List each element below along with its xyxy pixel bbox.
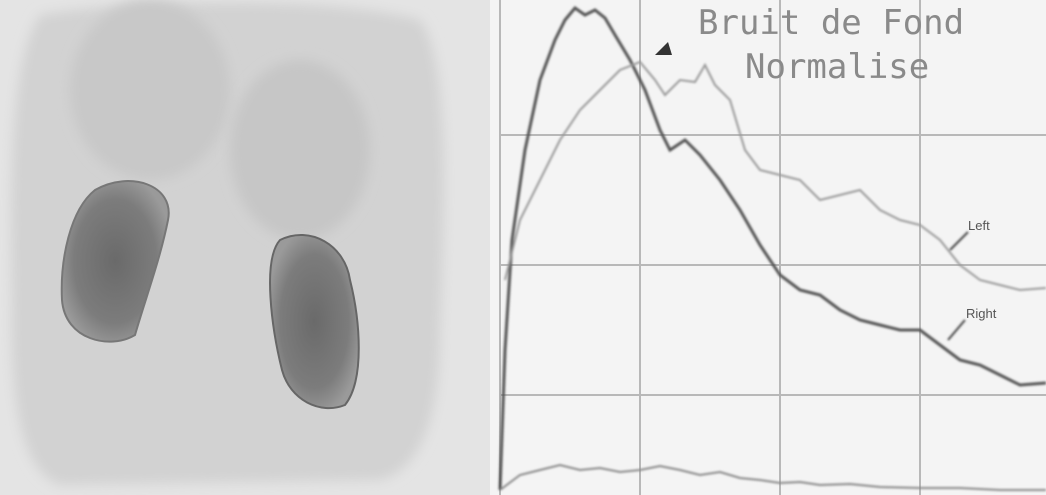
title-line1: Bruit de Fond: [698, 3, 964, 43]
tissue: [70, 0, 230, 180]
curve-label-left: Left: [968, 218, 990, 233]
page: Bruit de Fond Normalise Left Right (() =…: [0, 0, 1046, 495]
curve-label-right: Right: [966, 306, 997, 321]
tissue: [230, 60, 370, 240]
title-line2: Normalise: [745, 47, 929, 87]
renogram: Bruit de Fond Normalise Left Right: [0, 0, 1046, 495]
